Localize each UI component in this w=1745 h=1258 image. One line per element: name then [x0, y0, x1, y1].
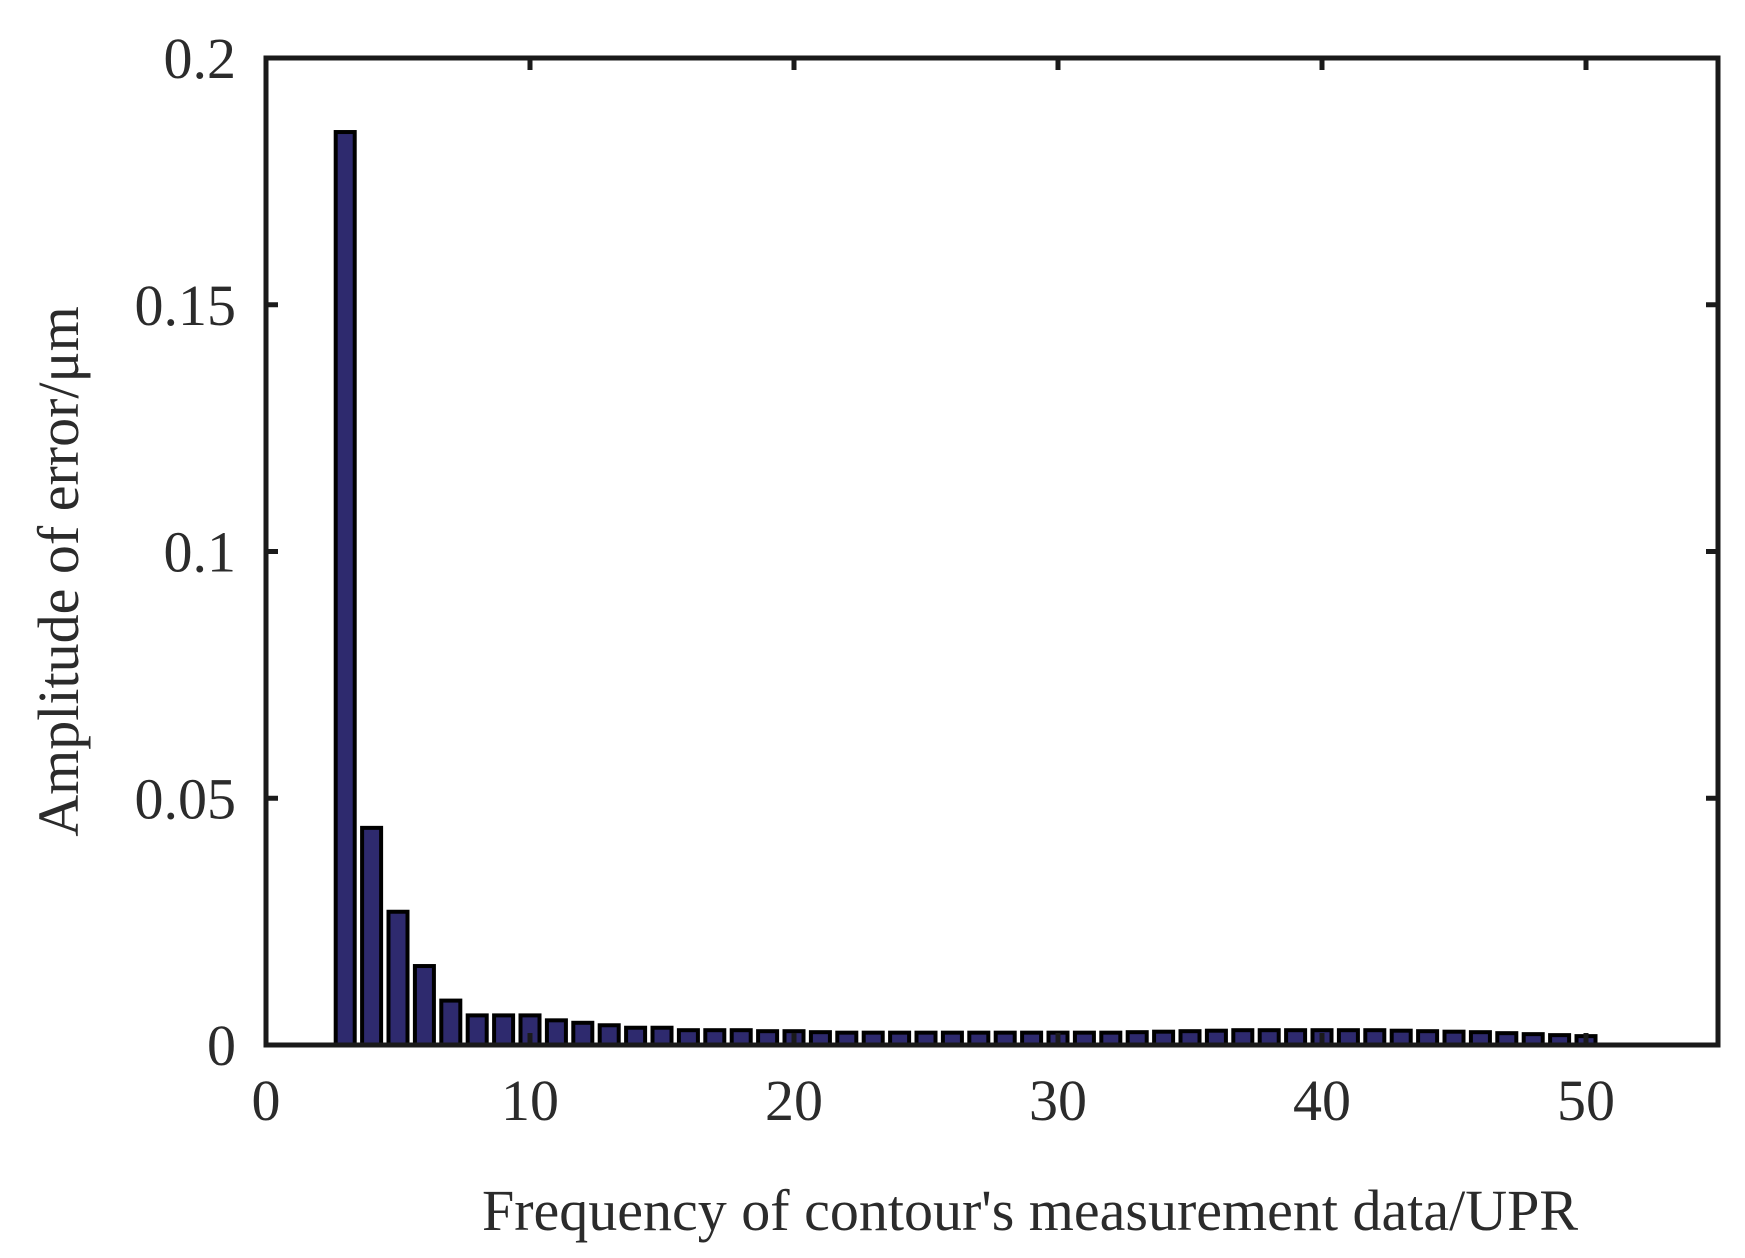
x-tick-label: 10 — [501, 1068, 559, 1133]
bar-14 — [624, 1025, 648, 1047]
y-tick-label: 0.15 — [135, 273, 237, 338]
bar-6 — [412, 964, 436, 1047]
x-tick-label: 0 — [252, 1068, 281, 1133]
bar-9 — [492, 1013, 516, 1048]
bar-7 — [439, 998, 463, 1048]
bar-11 — [544, 1018, 568, 1048]
bar-15 — [650, 1025, 674, 1047]
bar-4 — [360, 825, 384, 1047]
axis-ticks-group — [263, 55, 1718, 1048]
y-tick-label: 0.1 — [164, 520, 237, 585]
plot-area-frame — [263, 55, 1721, 1048]
y-tick-label: 0.05 — [135, 766, 237, 831]
bar-8 — [465, 1013, 489, 1048]
x-tick-labels: 0 10 20 30 40 50 — [252, 1068, 1616, 1133]
x-tick-label: 40 — [1293, 1068, 1351, 1133]
x-tick-label: 30 — [1029, 1068, 1087, 1133]
y-tick-label: 0 — [207, 1013, 236, 1078]
x-tick-label: 50 — [1557, 1068, 1615, 1133]
bar-3 — [333, 130, 357, 1047]
bar-13 — [597, 1023, 621, 1048]
bars-group — [333, 130, 1598, 1048]
y-tick-labels: 0 0.05 0.1 0.15 0.2 — [135, 26, 237, 1078]
x-tick-label: 20 — [765, 1068, 823, 1133]
bar-5 — [386, 909, 410, 1047]
bar-12 — [571, 1020, 595, 1047]
y-axis-title: Amplitude of error/μm — [26, 306, 91, 836]
y-tick-label: 0.2 — [164, 26, 237, 91]
x-axis-title: Frequency of contour's measurement data/… — [482, 1178, 1578, 1243]
